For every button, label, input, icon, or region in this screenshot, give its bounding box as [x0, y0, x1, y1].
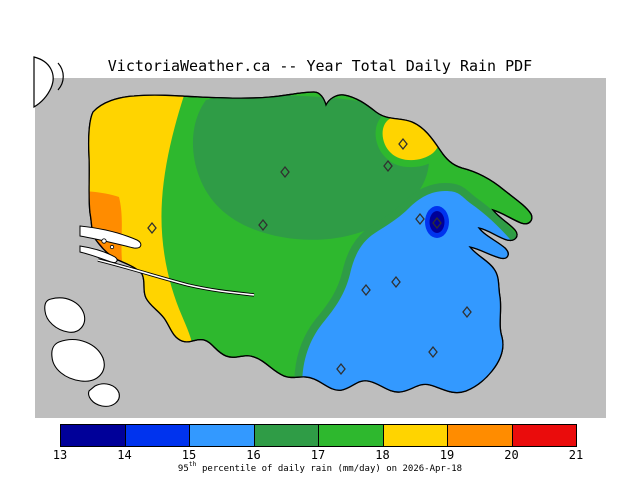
station-marker [280, 165, 290, 179]
colorbar-tick-label: 13 [52, 448, 68, 462]
island-southwest-1 [44, 297, 86, 333]
island-southwest-3 [88, 383, 120, 407]
caption-rest: percentile of daily rain (mm/day) on 202… [196, 464, 463, 474]
inlet-lower [79, 245, 118, 263]
colorbar-caption: 95th percentile of daily rain (mm/day) o… [0, 460, 640, 474]
colorbar [60, 424, 577, 447]
colorbar-segment [447, 424, 513, 447]
colorbar-tick-label: 19 [439, 448, 455, 462]
station-marker [398, 137, 408, 151]
colorbar-ticks: 13 14 15 16 17 18 19 20 21 [53, 448, 583, 462]
harbour-islet [101, 238, 107, 244]
station-marker [432, 216, 442, 230]
caption-prefix: 95 [177, 464, 189, 474]
colorbar-segment [253, 424, 319, 447]
station-marker [415, 212, 425, 226]
colorbar-tick-label: 15 [181, 448, 197, 462]
colorbar-segment [318, 424, 384, 447]
colorbar-segment [124, 424, 190, 447]
island-southwest-2 [51, 339, 105, 382]
station-marker [391, 275, 401, 289]
station-marker [361, 283, 371, 297]
contour-region-16-17 [192, 95, 430, 240]
station-markers [147, 137, 472, 376]
colorbar-tick-label: 18 [375, 448, 390, 462]
colorbar-segment [511, 424, 577, 447]
station-marker [147, 221, 157, 235]
colorbar-tick-label: 14 [117, 448, 132, 462]
offshore-islands [33, 56, 120, 407]
station-marker [462, 305, 472, 319]
station-marker [258, 218, 268, 232]
colorbar-segment [382, 424, 448, 447]
colorbar-tick-label: 21 [568, 448, 584, 462]
island-top-left-arc [57, 62, 64, 91]
station-marker [383, 159, 393, 173]
contour-region-13-14 [429, 211, 445, 233]
page-title: VictoriaWeather.ca -- Year Total Daily R… [107, 57, 533, 75]
station-marker [428, 345, 438, 359]
station-marker [336, 362, 346, 376]
gorge-channel [97, 259, 255, 296]
colorbar-tick-label: 20 [504, 448, 519, 462]
colorbar-segment [189, 424, 255, 447]
harbour-islet [109, 244, 115, 250]
colorbar-segment [60, 424, 126, 447]
colorbar-tick-label: 16 [246, 448, 261, 462]
colorbar-tick-label: 17 [310, 448, 326, 462]
island-top-left [33, 56, 54, 109]
caption-superscript: th [188, 460, 197, 468]
inlet-channels [79, 225, 255, 297]
